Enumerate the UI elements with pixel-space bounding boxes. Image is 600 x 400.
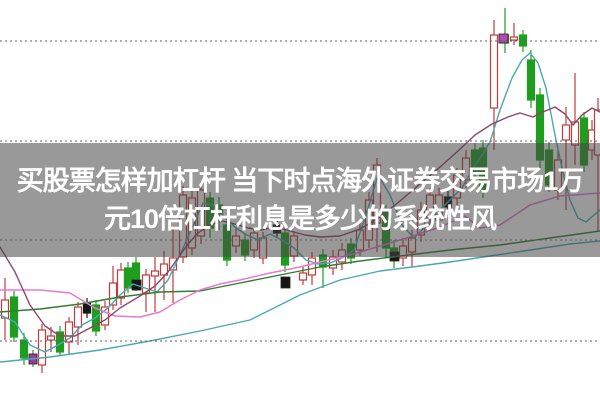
candle-body xyxy=(489,34,499,109)
candle-body xyxy=(73,306,83,328)
candle-body xyxy=(509,36,519,41)
candle-body xyxy=(46,335,56,341)
candle-body xyxy=(307,257,317,276)
candle-body xyxy=(100,306,110,326)
candle-body xyxy=(141,274,151,294)
candle-body xyxy=(123,267,133,289)
candle-body xyxy=(526,59,536,101)
candle-body xyxy=(19,339,29,359)
candle-body xyxy=(298,272,308,281)
candle-body xyxy=(64,321,74,343)
candle-body xyxy=(108,282,118,306)
signal-marker xyxy=(498,33,509,44)
signal-marker xyxy=(280,276,291,289)
candle-body xyxy=(561,124,571,141)
candle-body xyxy=(159,263,169,276)
candle-body xyxy=(150,270,160,277)
candle-body xyxy=(0,299,10,319)
candle-body xyxy=(9,296,19,338)
ma-short-teal xyxy=(0,52,600,353)
gray-band xyxy=(0,143,600,257)
candle-body xyxy=(37,329,47,366)
